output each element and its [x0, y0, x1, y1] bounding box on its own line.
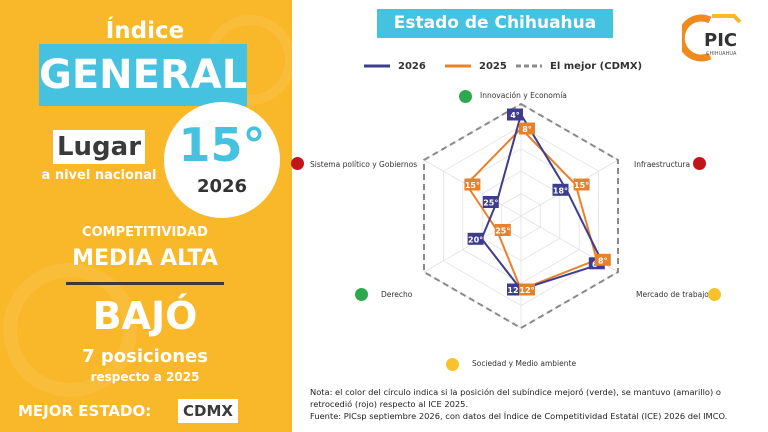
- status-dot-derecho: [355, 288, 368, 301]
- rank-marker-box: [552, 183, 569, 196]
- change-label: BAJÓ: [92, 294, 198, 338]
- rank-marker-2025: 15°: [464, 178, 481, 191]
- axis-label-innovacion: Innovación y Economía: [480, 91, 567, 100]
- nivel-label: a nivel nacional: [41, 168, 157, 183]
- status-dot-infraestructura: [693, 157, 706, 170]
- rank-marker-box: [467, 232, 484, 245]
- rank-marker-box: [482, 196, 499, 208]
- axis-label-mercado: Mercado de trabajo: [636, 290, 709, 299]
- rank-marker-label: 4°: [510, 111, 520, 120]
- rank-marker-box: [507, 108, 523, 121]
- axis-label-infraestructura: Infraestructura: [634, 160, 691, 169]
- rank-year: 2026: [196, 176, 248, 197]
- legend-best: El mejor (CDMX): [550, 61, 643, 72]
- logo-subtext: CHIHUAHUA: [706, 51, 737, 57]
- rank-marker-label: 12°: [519, 286, 534, 295]
- rank-marker-box: [494, 224, 511, 236]
- status-dot-mercado: [708, 288, 721, 301]
- lugar-label: Lugar: [53, 130, 145, 164]
- rank-value: 15°: [178, 118, 266, 172]
- rank-marker-2025: 25°: [494, 224, 511, 236]
- axis-label-sociedad: Sociedad y Medio ambiente: [472, 359, 577, 368]
- rank-marker-box: [594, 253, 611, 266]
- rank-marker-label: 8°: [598, 256, 608, 265]
- logo-text: PIC: [704, 30, 738, 51]
- summary-panel: Índice GENERAL Lugar a nivel nacional 15…: [0, 0, 292, 432]
- grid-spoke: [520, 159, 619, 217]
- series-line-2: [423, 102, 619, 330]
- competitividad-value: MEDIA ALTA: [72, 246, 218, 271]
- rank-marker-label: 15°: [465, 181, 480, 190]
- mejor-estado-value: CDMX: [178, 399, 238, 423]
- general-label: GENERAL: [39, 44, 247, 106]
- divider: [66, 282, 224, 285]
- rank-marker-2026: 18°: [552, 183, 569, 196]
- rank-marker-box: [464, 178, 481, 191]
- rank-marker-2026: 4°: [507, 108, 523, 121]
- pic-logo: PIC CHIHUAHUA: [677, 12, 754, 62]
- change-reference: respecto a 2025: [90, 370, 200, 384]
- rank-marker-box: [519, 122, 535, 135]
- series-line-1: [465, 127, 599, 291]
- legend-2025: 2025: [479, 61, 507, 72]
- rank-marker-box: [519, 283, 535, 296]
- status-dot-innovacion: [459, 90, 472, 103]
- rank-marker-box: [573, 178, 590, 191]
- change-positions: 7 posiciones: [82, 346, 208, 367]
- axis-label-sistema: Sistema político y Gobiernos: [310, 160, 418, 169]
- axis-label-derecho: Derecho: [381, 290, 413, 299]
- rank-marker-label: 18°: [553, 186, 568, 195]
- competitividad-label: COMPETITIVIDAD: [82, 225, 208, 240]
- rank-marker-2026: 25°: [482, 196, 499, 208]
- rank-marker-2025: 15°: [573, 178, 590, 191]
- rank-marker-2025: 12°: [519, 283, 535, 296]
- footnote-fuente: Fuente: PICsp septiembre 2026, con datos…: [310, 411, 728, 421]
- rank-marker-label: 25°: [483, 199, 498, 208]
- chart-title: Estado de Chihuahua: [377, 9, 613, 38]
- rank-marker-2026: 20°: [467, 232, 484, 245]
- indice-label: Índice: [105, 18, 185, 44]
- legend-2026: 2026: [398, 61, 426, 72]
- rank-marker-label: 25°: [495, 227, 510, 236]
- rank-marker-2025: 8°: [594, 253, 611, 266]
- mejor-estado-label: MEJOR ESTADO:: [18, 402, 152, 420]
- status-dot-sociedad: [446, 358, 459, 371]
- rank-circle: [164, 102, 280, 218]
- pic-logo-icon: [677, 14, 742, 62]
- rank-marker-2025: 8°: [519, 122, 535, 135]
- rank-marker-label: 12°: [507, 286, 522, 295]
- status-dot-sistema: [291, 157, 304, 170]
- footnote-nota: Nota: el color del círculo indica si la …: [310, 387, 721, 409]
- rank-marker-label: 15°: [574, 181, 589, 190]
- rank-marker-label: 8°: [522, 125, 532, 134]
- footnote: Nota: el color del círculo indica si la …: [310, 386, 760, 422]
- rank-marker-label: 20°: [468, 235, 483, 244]
